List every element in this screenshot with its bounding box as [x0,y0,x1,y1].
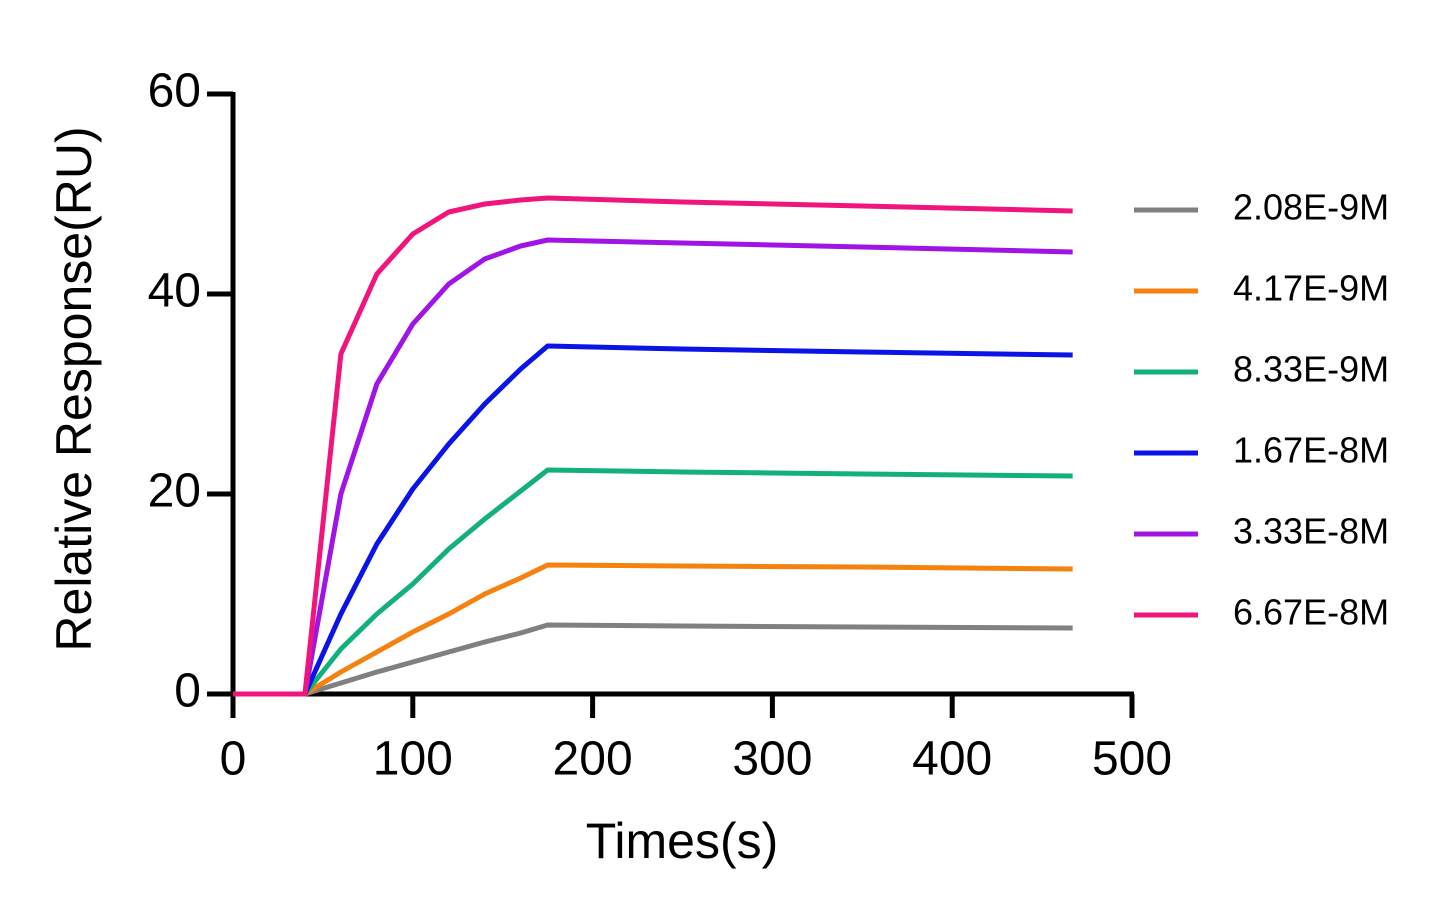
y-tick-label: 20 [148,465,201,518]
series-line [233,562,1073,697]
legend-label: 2.08E-9M [1233,187,1389,228]
legend-label: 1.67E-8M [1233,430,1389,471]
y-tick-label: 60 [148,65,201,118]
x-axis-title: Times(s) [586,813,779,869]
legend-label: 4.17E-9M [1233,268,1389,309]
series-line [233,467,1073,697]
x-tick-label: 100 [373,733,453,786]
legend-label: 6.67E-8M [1233,592,1389,633]
series-line [233,343,1073,697]
series-line [233,237,1073,697]
y-tick-label: 0 [174,665,201,718]
x-tick-label: 300 [732,733,812,786]
y-tick-label: 40 [148,265,201,318]
legend-label: 3.33E-8M [1233,511,1389,552]
x-tick-label: 500 [1092,733,1172,786]
legend-label: 8.33E-9M [1233,349,1389,390]
x-tick-label: 0 [220,733,247,786]
x-tick-label: 400 [912,733,992,786]
x-tick-label: 200 [553,733,633,786]
series-line [233,195,1073,697]
series-line [233,622,1073,697]
y-axis-title: Relative Response(RU) [46,126,102,651]
